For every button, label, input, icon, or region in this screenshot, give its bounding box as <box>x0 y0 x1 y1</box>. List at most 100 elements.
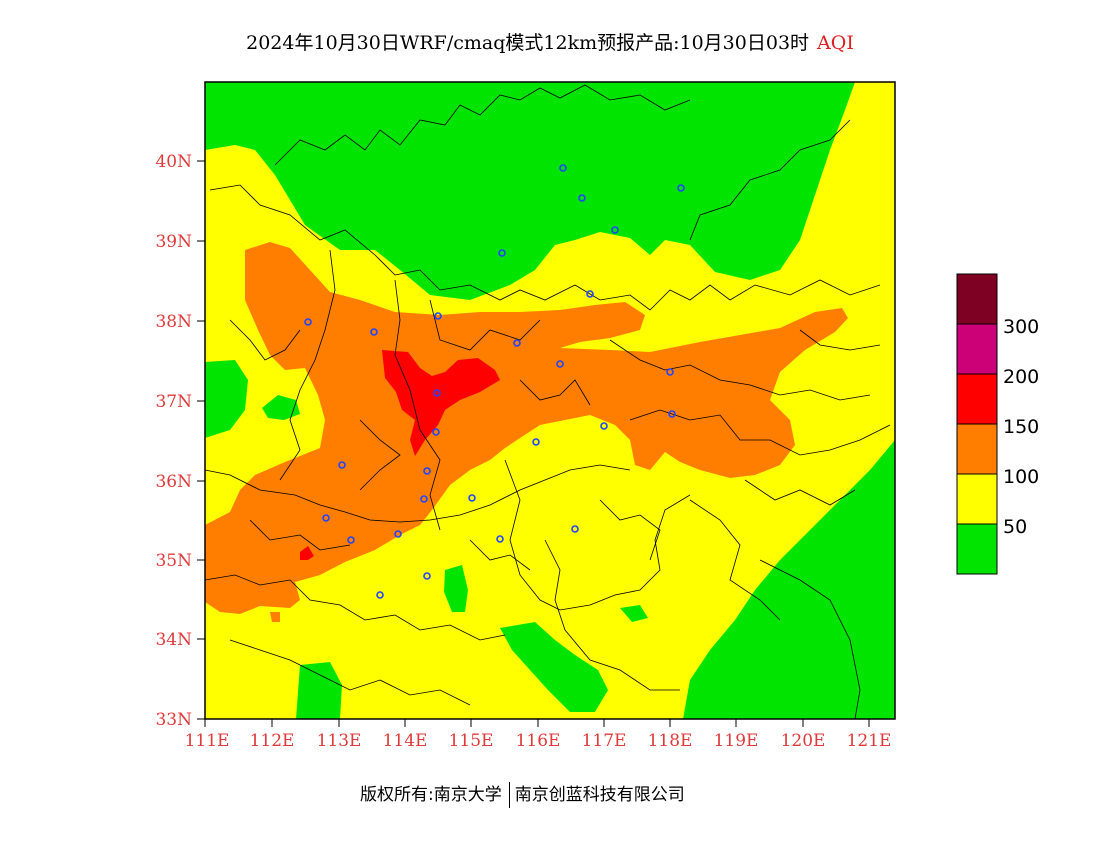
legend-label-150: 150 <box>1003 416 1039 438</box>
city-marker <box>347 536 355 544</box>
lat-label-35n: 35N <box>155 551 192 571</box>
city-marker <box>338 461 346 469</box>
province-border-5 <box>205 464 631 523</box>
province-border-4 <box>394 279 441 531</box>
province-border-14 <box>744 479 856 506</box>
city-marker <box>432 428 440 436</box>
county-border-3 <box>249 519 351 551</box>
province-border-10 <box>205 574 506 641</box>
province-border-16 <box>759 559 861 719</box>
latitude-axis: 40N 39N 38N 37N 36N 35N 34N 33N <box>155 152 205 730</box>
copyright-left: 版权所有:南京大学 <box>360 785 502 805</box>
zone-good-southeast <box>683 440 895 719</box>
province-border-3 <box>279 249 336 481</box>
province-border-12 <box>544 539 680 691</box>
city-marker <box>513 339 521 347</box>
title-aqi-tag: AQI <box>817 32 854 54</box>
province-border-8 <box>609 339 871 401</box>
legend-label-50: 50 <box>1003 516 1027 538</box>
title-main: 2024年10月30日WRF/cmaq模式12km预报产品:10月30日03时 <box>246 32 810 54</box>
city-marker <box>434 312 442 320</box>
province-border-13 <box>689 499 781 621</box>
lon-label-116e: 116E <box>516 731 561 751</box>
legend-label-100: 100 <box>1003 466 1039 488</box>
city-marker <box>496 535 504 543</box>
county-border-2 <box>519 379 591 406</box>
zone-red-west-dot <box>300 546 314 560</box>
county-border-7 <box>229 319 301 361</box>
zone-good-west-small <box>262 395 300 420</box>
lon-label-112e: 112E <box>250 731 295 751</box>
zone-good-southwest <box>296 662 342 719</box>
lat-label-34n: 34N <box>155 630 192 650</box>
lon-label-111e: 111E <box>185 731 230 751</box>
lon-label-119e: 119E <box>714 731 759 751</box>
lat-label-36n: 36N <box>155 472 192 492</box>
city-marker <box>571 525 579 533</box>
footer-separator <box>508 782 510 808</box>
county-border-5 <box>599 499 661 561</box>
zone-good-north <box>205 82 855 300</box>
province-border-11 <box>229 639 471 706</box>
city-marker <box>600 422 608 430</box>
lon-label-120e: 120E <box>781 731 826 751</box>
lon-label-121e: 121E <box>847 731 892 751</box>
longitude-axis: 111E 112E 113E 114E 115E 116E 117E 118E … <box>185 719 892 751</box>
legend-swatch-good <box>957 524 997 574</box>
city-marker <box>532 438 540 446</box>
legend-swatch-hazardous <box>957 274 997 324</box>
copyright-footer: 版权所有:南京大学 南京创蓝科技有限公司 <box>360 780 685 808</box>
aqi-legend: 300 200 150 100 50 <box>956 273 1039 575</box>
city-markers <box>304 164 685 599</box>
lat-label-40n: 40N <box>155 152 192 172</box>
legend-swatch-very-unhealthy <box>957 324 997 374</box>
zone-good-south-dot <box>620 605 648 622</box>
boundary-lines <box>205 84 891 719</box>
city-marker <box>556 360 564 368</box>
city-marker <box>420 495 428 503</box>
lat-label-37n: 37N <box>155 392 192 412</box>
legend-swatch-usg <box>957 424 997 474</box>
lat-label-33n: 33N <box>155 710 192 730</box>
city-marker <box>322 514 330 522</box>
zone-orange-main <box>205 242 848 614</box>
city-marker <box>559 164 567 172</box>
city-marker <box>668 410 676 418</box>
lon-label-114e: 114E <box>383 731 428 751</box>
zone-good-south-central <box>500 622 608 712</box>
lat-label-38n: 38N <box>155 312 192 332</box>
province-border-1 <box>274 84 691 166</box>
city-marker <box>498 249 506 257</box>
zone-good-west <box>205 360 248 438</box>
city-marker <box>666 368 674 376</box>
legend-label-200: 200 <box>1003 366 1039 388</box>
province-border-7 <box>574 279 881 311</box>
city-marker <box>304 318 312 326</box>
map-title: 2024年10月30日WRF/cmaq模式12km预报产品:10月30日03时 A… <box>0 28 1100 55</box>
city-marker <box>423 572 431 580</box>
city-marker <box>423 467 431 475</box>
city-marker <box>578 194 586 202</box>
city-marker <box>677 184 685 192</box>
city-marker <box>433 389 441 397</box>
city-marker <box>468 494 476 502</box>
city-marker <box>586 290 594 298</box>
copyright-right: 南京创蓝科技有限公司 <box>514 785 685 805</box>
county-border-6 <box>359 419 401 491</box>
city-marker <box>370 328 378 336</box>
province-border-6 <box>504 459 691 611</box>
lon-label-118e: 118E <box>648 731 693 751</box>
city-marker <box>376 591 384 599</box>
province-border-15 <box>689 119 851 241</box>
county-border-8 <box>799 329 881 351</box>
zone-red-central <box>382 350 500 456</box>
lat-label-39n: 39N <box>155 232 192 252</box>
aqi-fill-layer <box>205 82 895 719</box>
county-border-4 <box>469 539 531 571</box>
legend-swatch-unhealthy <box>957 374 997 424</box>
lon-label-117e: 117E <box>582 731 627 751</box>
legend-label-300: 300 <box>1003 316 1039 338</box>
lon-label-113e: 113E <box>317 731 362 751</box>
city-marker <box>394 530 402 538</box>
